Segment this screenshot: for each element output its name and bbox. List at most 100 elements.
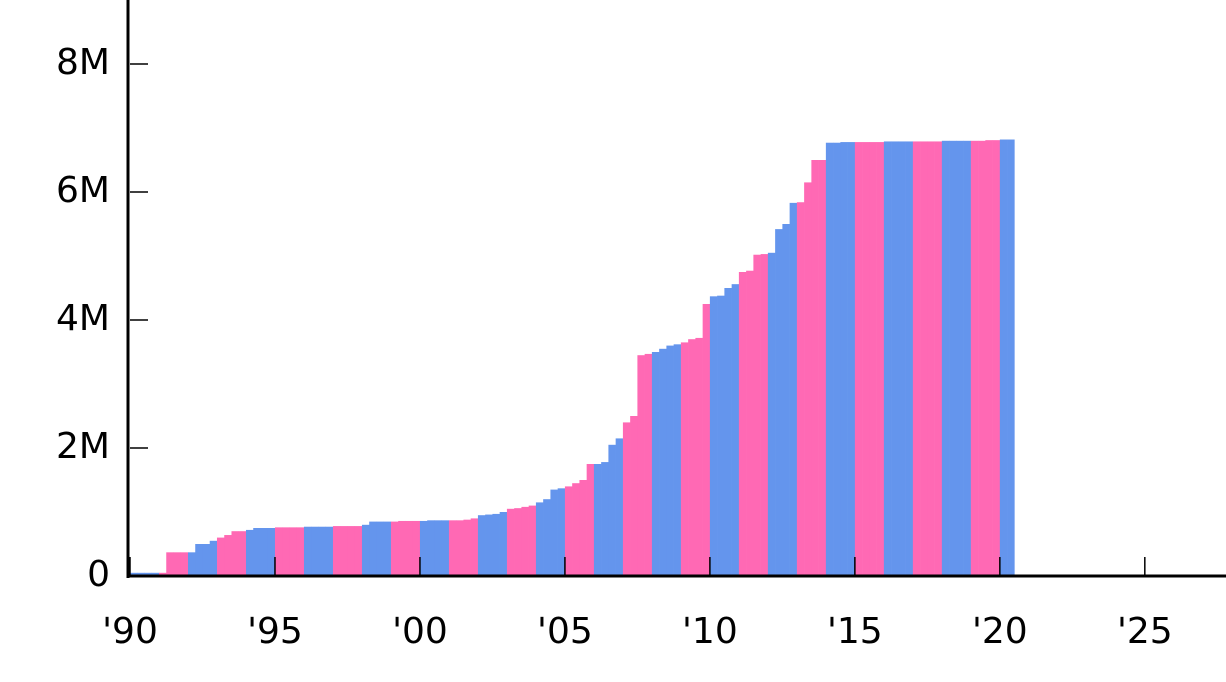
bar bbox=[818, 160, 827, 576]
bar bbox=[709, 296, 718, 576]
y-tick-label: 0 bbox=[87, 554, 110, 595]
bar bbox=[419, 520, 428, 576]
bar bbox=[760, 254, 769, 576]
bar bbox=[528, 505, 537, 576]
bar bbox=[949, 140, 957, 577]
bar bbox=[622, 422, 631, 576]
bar bbox=[405, 520, 413, 576]
bar bbox=[412, 520, 421, 576]
x-tick-label: '05 bbox=[537, 611, 593, 652]
bar bbox=[920, 141, 928, 576]
bar bbox=[180, 552, 189, 576]
bar bbox=[441, 520, 450, 576]
bar bbox=[608, 444, 616, 576]
bar bbox=[630, 416, 638, 576]
bar bbox=[644, 353, 653, 576]
bar bbox=[804, 182, 812, 576]
bar bbox=[231, 531, 240, 576]
bar bbox=[970, 140, 979, 577]
bar bbox=[158, 572, 167, 576]
bar bbox=[775, 229, 783, 576]
bar bbox=[912, 141, 921, 576]
bar bbox=[289, 527, 298, 576]
bar bbox=[1007, 139, 1015, 576]
bar bbox=[376, 521, 385, 576]
bar bbox=[267, 528, 276, 576]
bar bbox=[318, 526, 327, 576]
bar bbox=[695, 337, 703, 576]
bar bbox=[499, 512, 508, 576]
x-tick-label: '90 bbox=[102, 611, 158, 652]
bar bbox=[782, 224, 790, 576]
bar bbox=[398, 520, 406, 576]
bar bbox=[767, 252, 776, 577]
bar bbox=[202, 544, 211, 576]
bar bbox=[811, 160, 819, 576]
bar bbox=[361, 524, 370, 576]
bar bbox=[579, 480, 587, 576]
x-tick-label: '20 bbox=[972, 611, 1028, 652]
bar bbox=[470, 518, 479, 576]
bar bbox=[572, 483, 580, 576]
bar bbox=[383, 521, 392, 576]
bar bbox=[891, 141, 899, 576]
bar bbox=[825, 142, 834, 576]
bar bbox=[456, 520, 464, 576]
bar bbox=[753, 254, 761, 576]
bar bbox=[738, 272, 747, 576]
bar bbox=[789, 202, 798, 576]
bar bbox=[985, 140, 993, 576]
bar bbox=[224, 535, 232, 576]
bar bbox=[651, 352, 660, 576]
bar bbox=[390, 521, 399, 576]
bar bbox=[137, 572, 145, 576]
x-tick-label: '25 bbox=[1117, 611, 1173, 652]
bar bbox=[130, 572, 138, 576]
bar bbox=[862, 142, 870, 576]
bar bbox=[260, 528, 269, 576]
bar bbox=[485, 514, 493, 576]
bar bbox=[463, 519, 471, 576]
bar bbox=[332, 526, 341, 576]
bar bbox=[854, 142, 863, 576]
bar bbox=[151, 572, 160, 576]
bar bbox=[557, 488, 566, 576]
bar bbox=[535, 502, 544, 576]
bar bbox=[253, 528, 261, 576]
bar bbox=[506, 508, 515, 576]
y-tick-label: 8M bbox=[56, 42, 110, 83]
bar bbox=[296, 527, 305, 576]
bar bbox=[245, 529, 254, 576]
bar bbox=[992, 140, 1001, 576]
bar bbox=[448, 520, 457, 576]
bar bbox=[311, 526, 319, 576]
bar bbox=[688, 339, 696, 576]
bar bbox=[434, 520, 442, 576]
bar bbox=[187, 552, 196, 576]
bar bbox=[173, 552, 182, 576]
x-tick-label: '10 bbox=[682, 611, 738, 652]
x-tick-label: '95 bbox=[247, 611, 303, 652]
bar bbox=[492, 513, 500, 576]
bar bbox=[369, 521, 377, 576]
y-tick-label: 2M bbox=[56, 426, 110, 467]
bar bbox=[195, 544, 203, 576]
bar bbox=[325, 526, 334, 576]
bar bbox=[978, 140, 986, 577]
bar bbox=[427, 520, 435, 576]
bar bbox=[905, 141, 914, 576]
bar bbox=[144, 572, 153, 576]
bar bbox=[593, 464, 602, 576]
bar bbox=[731, 284, 740, 576]
bar bbox=[340, 526, 348, 576]
bar bbox=[941, 140, 950, 577]
bar bbox=[680, 342, 689, 576]
bar bbox=[963, 140, 972, 577]
bar bbox=[282, 527, 290, 576]
bar bbox=[637, 355, 645, 576]
bar bbox=[238, 531, 247, 576]
bar bbox=[717, 295, 725, 576]
bar bbox=[876, 142, 885, 576]
bar bbox=[354, 526, 363, 576]
